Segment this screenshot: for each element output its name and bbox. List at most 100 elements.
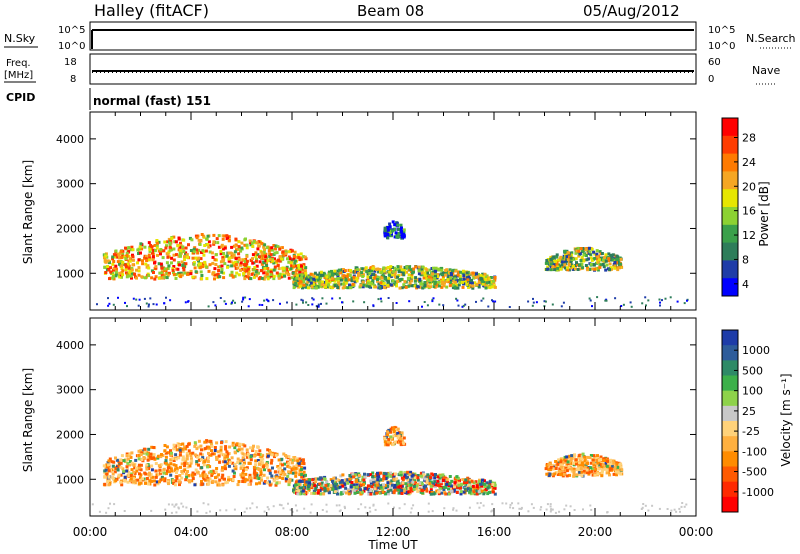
ground-echo-cell: [620, 305, 623, 307]
ground-echo-cell: [338, 297, 341, 300]
echo-cell: [400, 230, 404, 234]
echo-cell: [413, 284, 417, 288]
echo-cell: [280, 257, 284, 261]
echo-cell: [156, 253, 159, 257]
ground-echo-cell: [245, 507, 248, 510]
echo-cell: [433, 273, 437, 277]
echo-cell: [174, 240, 178, 244]
ground-echo-cell: [185, 506, 188, 509]
echo-cell: [576, 246, 580, 250]
echo-cell: [389, 427, 393, 431]
echo-cell: [298, 258, 302, 261]
ground-echo-cell: [494, 300, 497, 303]
echo-cell: [406, 478, 410, 482]
ground-echo-cell: [482, 297, 485, 300]
echo-cell: [593, 252, 597, 256]
x-tick-label: 00:00: [679, 525, 714, 539]
echo-cell: [406, 490, 410, 494]
echo-cell: [275, 271, 279, 275]
echo-cell: [234, 266, 238, 270]
echo-cell: [197, 238, 201, 242]
echo-cell: [482, 492, 486, 496]
echo-cell: [215, 237, 219, 241]
echo-cell: [166, 267, 170, 270]
echo-cell: [109, 266, 112, 270]
echo-cell: [423, 281, 427, 284]
echo-cell: [384, 266, 388, 270]
echo-cell: [459, 490, 463, 494]
ground-echo-cell: [209, 510, 211, 513]
echo-cell: [292, 277, 296, 281]
echo-cell: [346, 488, 350, 492]
echo-cell: [567, 268, 571, 272]
echo-cell: [126, 274, 130, 278]
echo-cell: [441, 280, 444, 284]
ground-echo-cell: [135, 298, 138, 301]
echo-cell: [390, 229, 394, 233]
ground-echo-cell: [685, 503, 688, 506]
echo-cell: [402, 436, 406, 440]
echo-cell: [300, 276, 303, 280]
echo-cell: [565, 463, 569, 467]
echo-cell: [296, 482, 300, 486]
echo-cell: [594, 459, 598, 462]
echo-cell: [386, 266, 390, 270]
echo-cell: [417, 265, 421, 269]
echo-cell: [342, 490, 346, 494]
echo-cell: [437, 492, 441, 496]
echo-cell: [129, 477, 133, 481]
velocity-colorbar-tick-label: -100: [742, 445, 767, 458]
echo-cell: [388, 225, 392, 229]
velocity-colorbar-tick-label: -25: [742, 425, 760, 438]
echo-cell: [384, 477, 388, 480]
echo-cell: [211, 479, 215, 483]
echo-cell: [413, 476, 417, 480]
velocity-colorbar-tick-label: -1000: [742, 486, 774, 499]
echo-cell: [412, 267, 416, 271]
echo-cell: [139, 449, 143, 453]
ground-echo-cell: [535, 301, 538, 304]
echo-cell: [287, 255, 291, 259]
echo-cell: [302, 486, 306, 490]
echo-cell: [212, 452, 216, 456]
echo-cell: [270, 271, 274, 275]
echo-cell: [404, 482, 408, 486]
echo-cell: [607, 259, 610, 263]
echo-cell: [174, 464, 178, 468]
echo-cell: [613, 263, 617, 267]
echo-cell: [416, 482, 420, 486]
echo-cell: [126, 461, 130, 465]
echo-cell: [151, 255, 155, 259]
echo-cell: [168, 248, 172, 252]
echo-cell: [403, 475, 406, 479]
echo-cell: [290, 264, 294, 268]
echo-cell: [373, 269, 377, 273]
ground-echo-cell: [531, 304, 534, 307]
echo-cell: [118, 275, 122, 279]
echo-cell: [249, 476, 253, 480]
echo-cell: [369, 479, 373, 483]
echo-cell: [563, 455, 567, 459]
echo-cell: [249, 479, 253, 483]
echo-cell: [191, 275, 195, 279]
echo-cell: [255, 264, 259, 268]
echo-cell: [395, 235, 399, 239]
echo-cell: [263, 248, 266, 251]
velocity-echo-data: [91, 425, 688, 514]
velocity-colorbar-swatch: [722, 496, 738, 513]
ground-echo-cell: [647, 509, 650, 512]
echo-cell: [420, 488, 424, 492]
echo-cell: [207, 471, 211, 475]
echo-cell: [589, 262, 593, 266]
y-tick-label: 3000: [56, 178, 84, 191]
echo-cell: [126, 262, 130, 266]
echo-cell: [569, 459, 573, 463]
echo-cell: [139, 453, 143, 456]
echo-cell: [364, 266, 368, 270]
echo-cell: [565, 255, 569, 259]
echo-cell: [298, 492, 302, 496]
echo-cell: [115, 465, 119, 469]
echo-cell: [401, 271, 405, 275]
ground-echo-cell: [490, 510, 493, 513]
echo-cell: [412, 270, 415, 274]
